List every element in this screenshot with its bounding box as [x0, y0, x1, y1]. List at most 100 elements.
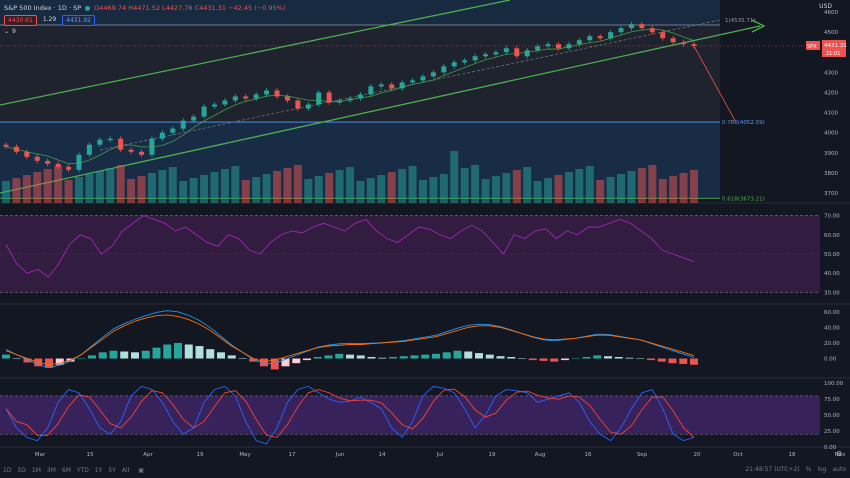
- rsi-axis-tick: 60.00: [824, 233, 840, 239]
- projection-line: [693, 45, 736, 121]
- macd-histogram-bar: [303, 358, 311, 361]
- volume-bar: [627, 171, 636, 203]
- auto-toggle[interactable]: auto: [832, 466, 846, 473]
- stoch-d-line: [5, 388, 695, 438]
- volume-bar: [564, 172, 573, 203]
- timeframe-5d[interactable]: 5D: [17, 467, 26, 474]
- volume-bar: [408, 166, 417, 203]
- rsi-band: [0, 215, 820, 293]
- macd-axis-tick: 60.00: [824, 310, 840, 316]
- currency-label[interactable]: USD: [819, 3, 832, 10]
- timeframe-1m[interactable]: 1M: [31, 467, 41, 474]
- sell-button[interactable]: 4430.61: [4, 15, 37, 26]
- volume-bar: [43, 169, 52, 203]
- macd-histogram-bar: [539, 358, 548, 361]
- macd-axis-tick: 40.00: [824, 325, 840, 331]
- calendar-icon[interactable]: ▣: [138, 467, 144, 474]
- candle-body: [649, 28, 655, 33]
- volume-bar: [147, 173, 156, 203]
- macd-histogram-bar: [163, 344, 172, 359]
- fib-zone-top: [0, 0, 720, 25]
- timeframe-ytd[interactable]: YTD: [76, 467, 89, 474]
- buy-button[interactable]: 4431.92: [62, 15, 95, 26]
- macd-histogram-bar: [625, 357, 634, 359]
- time-axis-tick: Sep: [637, 452, 648, 458]
- gear-icon: ⚙: [836, 450, 842, 458]
- volume-bar: [554, 175, 563, 203]
- percent-toggle[interactable]: %: [805, 466, 812, 473]
- time-axis-tick: Nov: [835, 452, 846, 458]
- volume-bar: [585, 166, 594, 203]
- macd-histogram-bar: [679, 358, 688, 364]
- macd-histogram-bar: [399, 356, 408, 359]
- volume-bar: [262, 174, 271, 203]
- volume-bar: [439, 174, 448, 203]
- price-axis-tick: 4100: [824, 111, 838, 117]
- candle-body: [555, 44, 561, 49]
- volume-bar: [481, 179, 490, 203]
- fib-label-786: 0.786(4052.59): [722, 120, 765, 126]
- indicator-count: 9: [12, 28, 16, 35]
- chevron-down-icon: ⌄: [4, 28, 10, 35]
- timeframe-all[interactable]: All: [121, 467, 130, 474]
- macd-histogram-bar: [313, 356, 322, 359]
- candle-body: [107, 138, 113, 141]
- candle-body: [45, 160, 51, 164]
- symbol-title[interactable]: S&P 500 Index · 1D · SP: [4, 4, 82, 12]
- candle-body: [222, 100, 228, 105]
- volume-bar: [200, 175, 209, 203]
- macd-histogram-bar: [475, 353, 483, 359]
- price-axis-tick: 4200: [824, 90, 838, 96]
- time-axis-tick: 15: [87, 452, 94, 458]
- candle-body: [628, 24, 634, 29]
- channel-arrowhead: [751, 19, 766, 33]
- macd-histogram-bar: [217, 352, 225, 359]
- volume-bar: [283, 168, 292, 203]
- timeframe-6m[interactable]: 6M: [61, 467, 71, 474]
- volume-bar: [74, 177, 83, 203]
- clock-readout[interactable]: 21:48:57 (UTC+2): [745, 466, 800, 473]
- volume-bar: [64, 180, 73, 203]
- macd-histogram-bar: [636, 358, 645, 360]
- candle-body: [118, 138, 124, 150]
- log-toggle[interactable]: log: [817, 466, 827, 473]
- time-axis-tick: 20: [694, 452, 701, 458]
- indicators-toggle[interactable]: ⌄ 9: [4, 28, 16, 35]
- candle-body: [264, 90, 270, 95]
- candle-body: [316, 92, 322, 105]
- timeframe-1d[interactable]: 1D: [3, 467, 12, 474]
- candle-body: [503, 48, 509, 53]
- candle-body: [441, 66, 447, 73]
- macd-histogram-bar: [528, 358, 537, 361]
- macd-histogram-bar: [356, 355, 365, 359]
- candle-body: [608, 32, 614, 39]
- volume-bar: [491, 176, 500, 203]
- candle-body: [24, 151, 30, 157]
- macd-histogram-bar: [432, 353, 440, 359]
- macd-histogram-bar: [571, 358, 580, 360]
- candle-body: [170, 128, 176, 133]
- volume-bar: [502, 173, 511, 203]
- macd-histogram-bar: [346, 354, 354, 359]
- timeframe-1y[interactable]: 1Y: [94, 467, 103, 474]
- time-axis-tick: Apr: [143, 452, 153, 458]
- volume-bar: [293, 165, 302, 203]
- volume-bar: [658, 179, 667, 203]
- volume-bar: [158, 170, 167, 203]
- rsi-axis-tick: 30.00: [824, 290, 840, 296]
- macd-histogram-bar: [184, 344, 193, 359]
- timeframe-5y[interactable]: 5Y: [108, 467, 116, 474]
- market-status-dot: [85, 5, 91, 11]
- candle-body: [274, 90, 280, 97]
- volume-bar: [220, 169, 229, 203]
- timeframe-3m[interactable]: 3M: [46, 467, 56, 474]
- macd-histogram-bar: [614, 356, 623, 359]
- candle-body: [191, 116, 197, 121]
- volume-bar: [241, 180, 250, 203]
- trade-pills: 4430.61 1.29 4431.92: [4, 15, 95, 26]
- macd-axis-tick: 0.00: [824, 357, 837, 363]
- candle-body: [253, 94, 259, 99]
- rsi-line: [5, 215, 695, 278]
- time-axis-tick: Jul: [436, 452, 444, 458]
